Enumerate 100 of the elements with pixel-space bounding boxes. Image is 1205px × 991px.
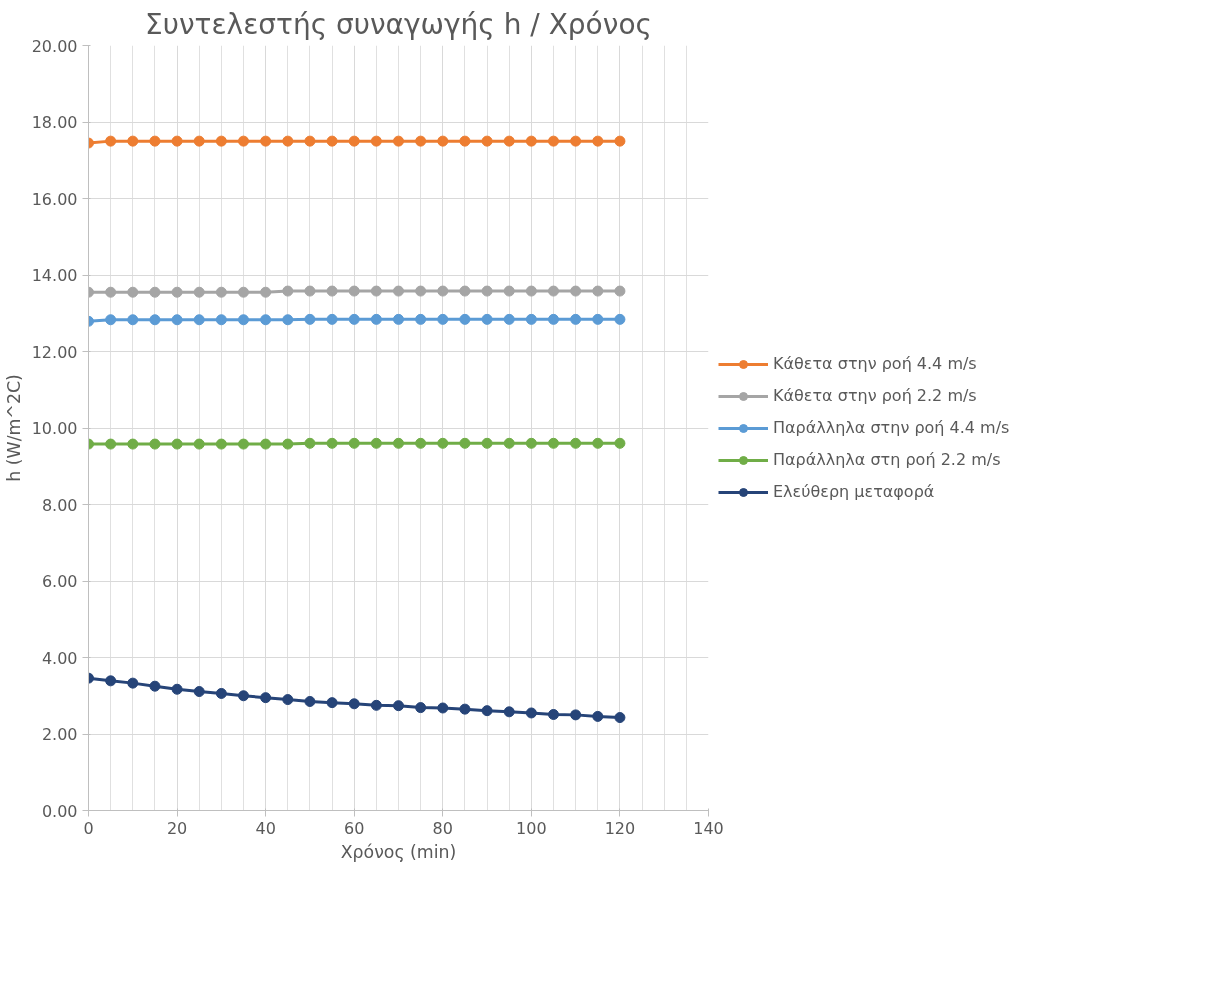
- x-tick-label: 60: [344, 818, 365, 838]
- point: [592, 285, 604, 297]
- point: [459, 437, 471, 449]
- point: [481, 135, 493, 147]
- point: [105, 135, 117, 147]
- point: [304, 285, 316, 297]
- x-tick-label: 120: [604, 818, 636, 838]
- y-tick-label: 18.00: [31, 113, 78, 132]
- point: [548, 313, 559, 325]
- point: [193, 135, 205, 147]
- point: [415, 313, 427, 325]
- point: [570, 285, 582, 297]
- point: [215, 314, 227, 326]
- point: [570, 313, 582, 325]
- y-tick-label: 14.00: [31, 266, 78, 285]
- point: [304, 313, 316, 325]
- point: [503, 285, 515, 297]
- point: [260, 286, 272, 298]
- point: [481, 437, 493, 449]
- point: [215, 438, 227, 450]
- point: [481, 285, 493, 297]
- point: [193, 686, 205, 698]
- point: [415, 702, 427, 714]
- point: [149, 286, 161, 298]
- point: [415, 285, 427, 297]
- point: [149, 680, 161, 692]
- x-tick-label: 20: [166, 818, 188, 838]
- point: [105, 286, 117, 298]
- point: [370, 313, 382, 325]
- chart-title: Συντελεστής συναγωγής h / Χρόνος: [145, 7, 652, 41]
- point: [282, 285, 294, 297]
- y-tick-label: 6.00: [41, 572, 78, 591]
- point: [592, 437, 604, 449]
- y-tick-label: 2.00: [41, 725, 78, 744]
- point: [171, 135, 183, 147]
- point: [525, 285, 537, 297]
- point: [481, 705, 493, 717]
- point: [503, 135, 515, 147]
- point: [215, 286, 227, 298]
- point: [437, 135, 449, 147]
- point: [370, 699, 382, 711]
- point: [282, 135, 294, 147]
- point: [326, 437, 338, 449]
- legend-label: Παράλληλα στη ροή 2.2 m/s: [773, 450, 1001, 469]
- point: [393, 437, 404, 449]
- point: [149, 135, 161, 147]
- point: [503, 706, 515, 718]
- point: [525, 437, 537, 449]
- point: [592, 135, 604, 147]
- point: [437, 285, 449, 297]
- point: [127, 677, 139, 689]
- point: [614, 135, 626, 147]
- point: [193, 314, 205, 326]
- point: [282, 314, 294, 326]
- point: [304, 135, 316, 147]
- point: [370, 437, 382, 449]
- point: [238, 314, 249, 326]
- point: [171, 286, 183, 298]
- y-tick-label: 8.00: [41, 495, 78, 515]
- point: [459, 135, 471, 147]
- point: [348, 437, 360, 449]
- point: [503, 313, 515, 325]
- point: [570, 135, 582, 147]
- point: [171, 314, 183, 326]
- y-tick-label: 20.00: [31, 36, 78, 56]
- x-tick-label: 40: [255, 818, 276, 838]
- point: [105, 314, 117, 326]
- point: [525, 135, 537, 147]
- point: [548, 709, 559, 720]
- point: [127, 314, 139, 326]
- legend-label: Παράλληλα στην ροή 4.4 m/s: [773, 418, 1010, 437]
- point: [260, 135, 272, 147]
- point: [238, 438, 249, 450]
- point: [437, 702, 449, 714]
- point: [326, 697, 338, 709]
- x-tick-label: 140: [693, 818, 724, 838]
- point: [282, 438, 294, 450]
- legend-label: Ελεύθερη μεταφορά: [773, 482, 935, 501]
- point: [614, 712, 626, 724]
- point: [127, 286, 139, 298]
- point: [393, 135, 404, 147]
- legend-label: Κάθετα στην ροή 4.4 m/s: [773, 354, 977, 373]
- point: [614, 285, 626, 297]
- point: [393, 313, 404, 325]
- point: [614, 313, 626, 325]
- point: [105, 675, 117, 687]
- point: [149, 314, 161, 326]
- x-tick-label: 100: [516, 818, 547, 838]
- point: [370, 285, 382, 297]
- point: [525, 707, 537, 719]
- point: [415, 437, 427, 449]
- point: [105, 438, 117, 450]
- point: [592, 710, 604, 722]
- point: [304, 696, 316, 707]
- point: [238, 286, 249, 298]
- point: [193, 438, 205, 450]
- point: [260, 692, 272, 704]
- y-axis-title: h (W/m^2C): [3, 374, 24, 482]
- point: [570, 437, 582, 449]
- point: [127, 438, 139, 450]
